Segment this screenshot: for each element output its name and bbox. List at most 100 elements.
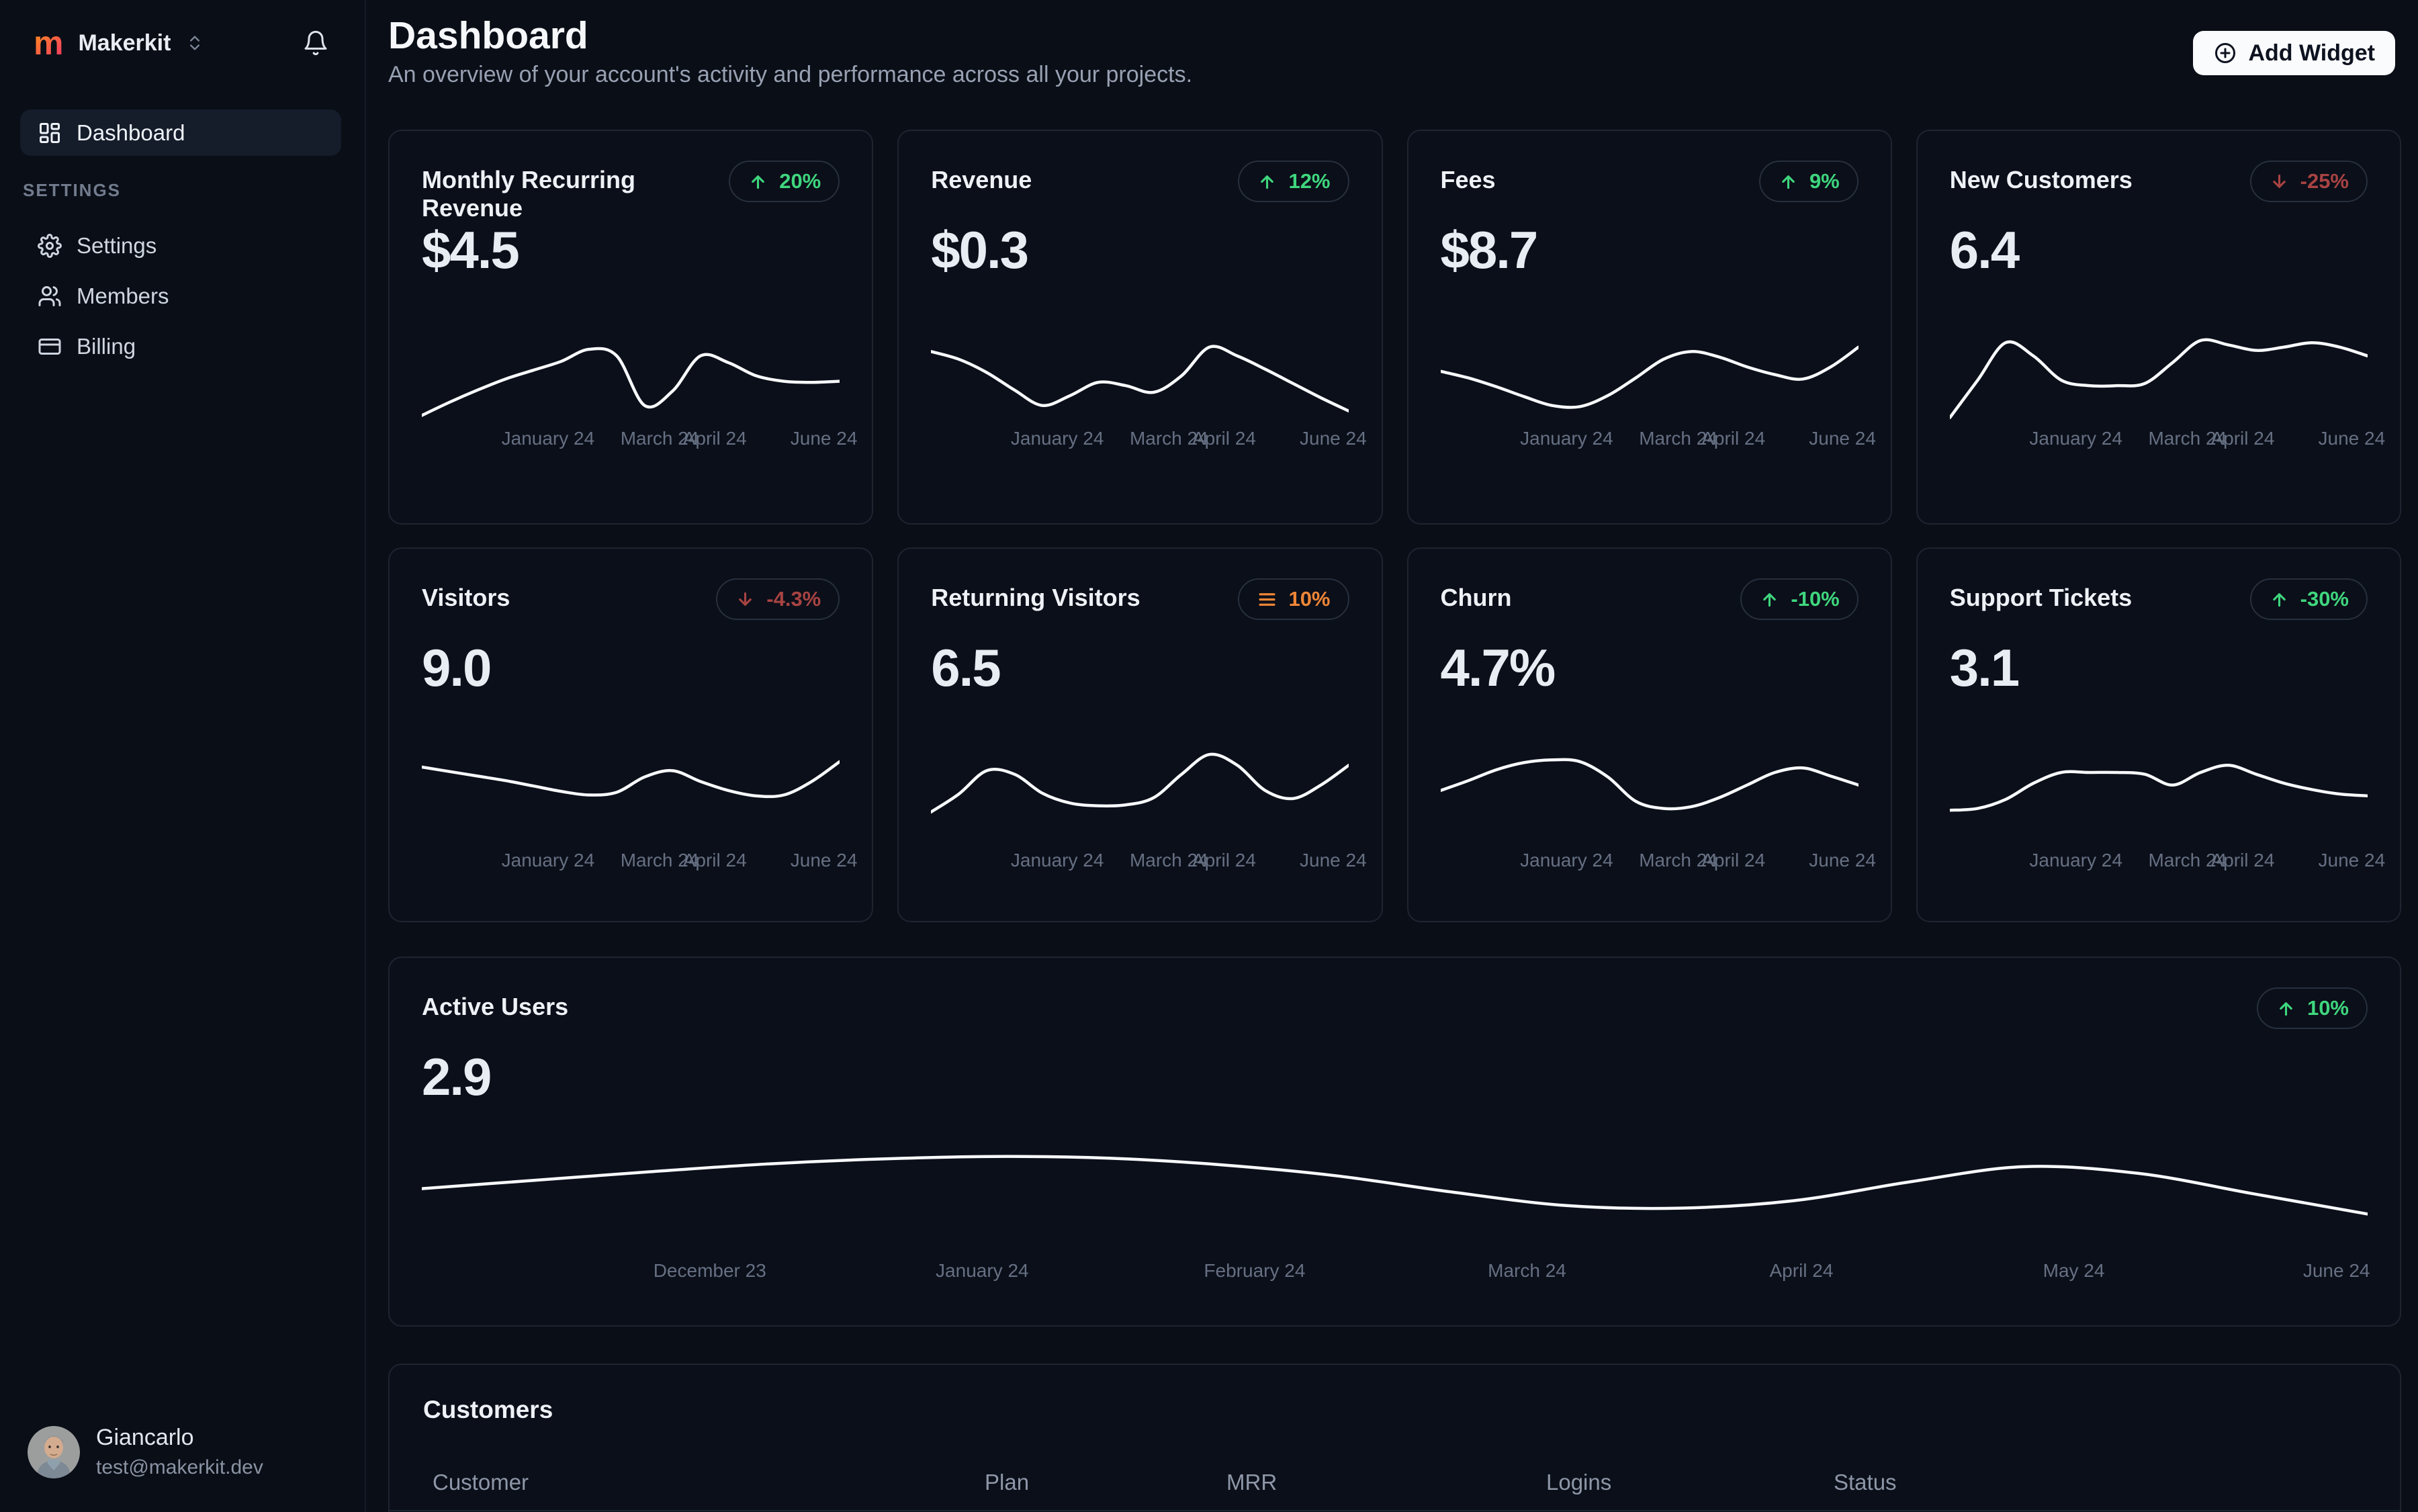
- axis-label: April 24: [1192, 428, 1256, 449]
- card-title: Churn: [1440, 584, 1512, 611]
- axis-label: January 24: [1010, 428, 1104, 449]
- x-axis: January 24 March 24 April 24 June 24: [1950, 428, 2385, 451]
- sidebar-section-settings: SETTINGS: [23, 180, 122, 200]
- trend-value: 12%: [1288, 169, 1331, 193]
- card-title: New Customers: [1949, 166, 2133, 193]
- card-title: Revenue: [931, 166, 1032, 193]
- sidebar-item-billing[interactable]: Billing: [20, 321, 341, 371]
- trend-value: 9%: [1809, 169, 1840, 193]
- chevrons-up-down-icon: [185, 34, 204, 52]
- column-header-logins: Logins: [1546, 1470, 1612, 1495]
- axis-label: June 24: [2318, 850, 2386, 871]
- trend-arrow-icon: [2276, 998, 2296, 1019]
- x-axis: January 24 March 24 April 24 June 24: [422, 428, 858, 451]
- customers-title: Customers: [423, 1396, 553, 1423]
- card-title: Support Tickets: [1949, 584, 2133, 611]
- sidebar-item-members[interactable]: Members: [20, 271, 341, 321]
- sidebar-item-label: Members: [77, 283, 169, 308]
- trend-arrow-icon: [1778, 171, 1799, 192]
- x-axis: January 24 March 24 April 24 June 24: [931, 850, 1367, 873]
- gear-icon: [38, 233, 62, 258]
- trend-badge: -30%: [2249, 578, 2368, 620]
- trend-badge: 10%: [1238, 578, 1349, 620]
- axis-label: March 24: [2148, 428, 2227, 449]
- sidebar-item-settings[interactable]: Settings: [20, 220, 341, 271]
- workspace-name: Makerkit: [78, 30, 171, 56]
- trend-arrow-icon: [1257, 171, 1278, 192]
- circle-plus-icon: [2213, 41, 2237, 65]
- card-value: 9.0: [422, 638, 492, 697]
- card-value: 6.5: [931, 638, 1001, 697]
- card-new-customers: New Customers -25% 6.4 January 24 March 2…: [1916, 130, 2401, 525]
- trend-value: -25%: [2300, 169, 2349, 193]
- trend-badge: 9%: [1758, 161, 1859, 202]
- card-returning-visitors: Returning Visitors 10% 6.5 January 24 Mar…: [897, 547, 1383, 922]
- users-icon: [38, 284, 62, 308]
- trend-menu-icon: [1257, 589, 1278, 610]
- axis-label: April 24: [1701, 428, 1766, 449]
- add-widget-button[interactable]: Add Widget: [2193, 31, 2395, 75]
- x-axis: January 24 March 24 April 24 June 24: [1441, 850, 1876, 873]
- trend-value: -30%: [2300, 587, 2349, 611]
- trend-value: 20%: [779, 169, 821, 193]
- line-chart: [420, 1132, 2370, 1228]
- card-value: $0.3: [931, 220, 1029, 279]
- trend-badge: -25%: [2249, 161, 2368, 202]
- x-axis: January 24 March 24 April 24 June 24: [422, 850, 858, 873]
- card-value: 4.7%: [1440, 638, 1556, 697]
- axis-label: March 24: [620, 850, 699, 871]
- card-churn: Churn -10% 4.7% January 24 March 24 April …: [1406, 547, 1892, 922]
- axis-label: March 24: [620, 428, 699, 449]
- axis-label: June 24: [1300, 850, 1367, 871]
- user-menu[interactable]: Giancarlo test@makerkit.dev: [28, 1425, 263, 1479]
- card-active-users: Active Users 10% 2.9 December 23 January …: [388, 957, 2401, 1327]
- sidebar-settings-group: Settings Members Billing: [20, 220, 341, 371]
- trend-arrow-icon: [2269, 589, 2290, 610]
- page-subtitle: An overview of your account's activity a…: [388, 62, 1193, 87]
- card-title: Visitors: [422, 584, 510, 611]
- axis-label: April 24: [1192, 850, 1256, 871]
- axis-label: March 24: [1129, 428, 1208, 449]
- trend-arrow-icon: [735, 589, 756, 610]
- card-visitors: Visitors -4.3% 9.0 January 24 March 24 Apr…: [388, 547, 874, 922]
- axis-label: April 24: [682, 428, 747, 449]
- add-widget-label: Add Widget: [2248, 40, 2375, 66]
- axis-label: March 24: [1639, 850, 1717, 871]
- avatar: [28, 1425, 80, 1478]
- card-title: Active Users: [422, 993, 569, 1020]
- x-axis: January 24 March 24 April 24 June 24: [931, 428, 1367, 451]
- line-chart: [420, 722, 842, 823]
- card-title: Fees: [1440, 166, 1496, 193]
- sidebar-item-label: Billing: [77, 333, 136, 359]
- column-header-customer: Customer: [433, 1470, 529, 1495]
- axis-label: April 24: [2210, 850, 2275, 871]
- axis-label: June 24: [2302, 1260, 2370, 1281]
- axis-label: March 24: [2148, 850, 2227, 871]
- line-chart: [1439, 722, 1860, 823]
- axis-label: January 24: [2029, 428, 2122, 449]
- workspace-selector[interactable]: m Makerkit: [34, 26, 338, 60]
- user-name: Giancarlo: [96, 1425, 194, 1450]
- trend-badge: 10%: [2256, 987, 2368, 1029]
- trend-value: 10%: [2307, 996, 2349, 1020]
- stat-cards-row-1: Monthly Recurring Revenue 20% $4.5 Janua…: [388, 130, 2401, 525]
- trend-value: -4.3%: [766, 587, 821, 611]
- sidebar-item-dashboard[interactable]: Dashboard: [20, 109, 341, 156]
- customers-card: Customers Customer Plan MRR Logins Statu…: [388, 1364, 2401, 1512]
- line-chart: [930, 722, 1351, 823]
- axis-label: April 24: [2210, 428, 2275, 449]
- notifications-bell-icon[interactable]: [302, 30, 329, 56]
- axis-label: April 24: [1769, 1260, 1834, 1281]
- trend-arrow-icon: [748, 171, 768, 192]
- stat-cards-row-2: Visitors -4.3% 9.0 January 24 March 24 Apr…: [388, 547, 2401, 922]
- trend-badge: -4.3%: [716, 578, 840, 620]
- main-content: Dashboard An overview of your account's …: [366, 0, 2418, 1512]
- axis-label: June 24: [1809, 850, 1876, 871]
- sidebar: m Makerkit Dashboard SETTINGS: [0, 0, 366, 1512]
- x-axis: December 23 January 24 February 24 March 24…: [422, 1260, 2370, 1283]
- sidebar-item-label: Dashboard: [77, 120, 185, 145]
- line-chart: [1439, 304, 1860, 425]
- axis-label: January 24: [501, 850, 595, 871]
- user-email: test@makerkit.dev: [96, 1456, 263, 1478]
- card-value: 6.4: [1949, 220, 2020, 279]
